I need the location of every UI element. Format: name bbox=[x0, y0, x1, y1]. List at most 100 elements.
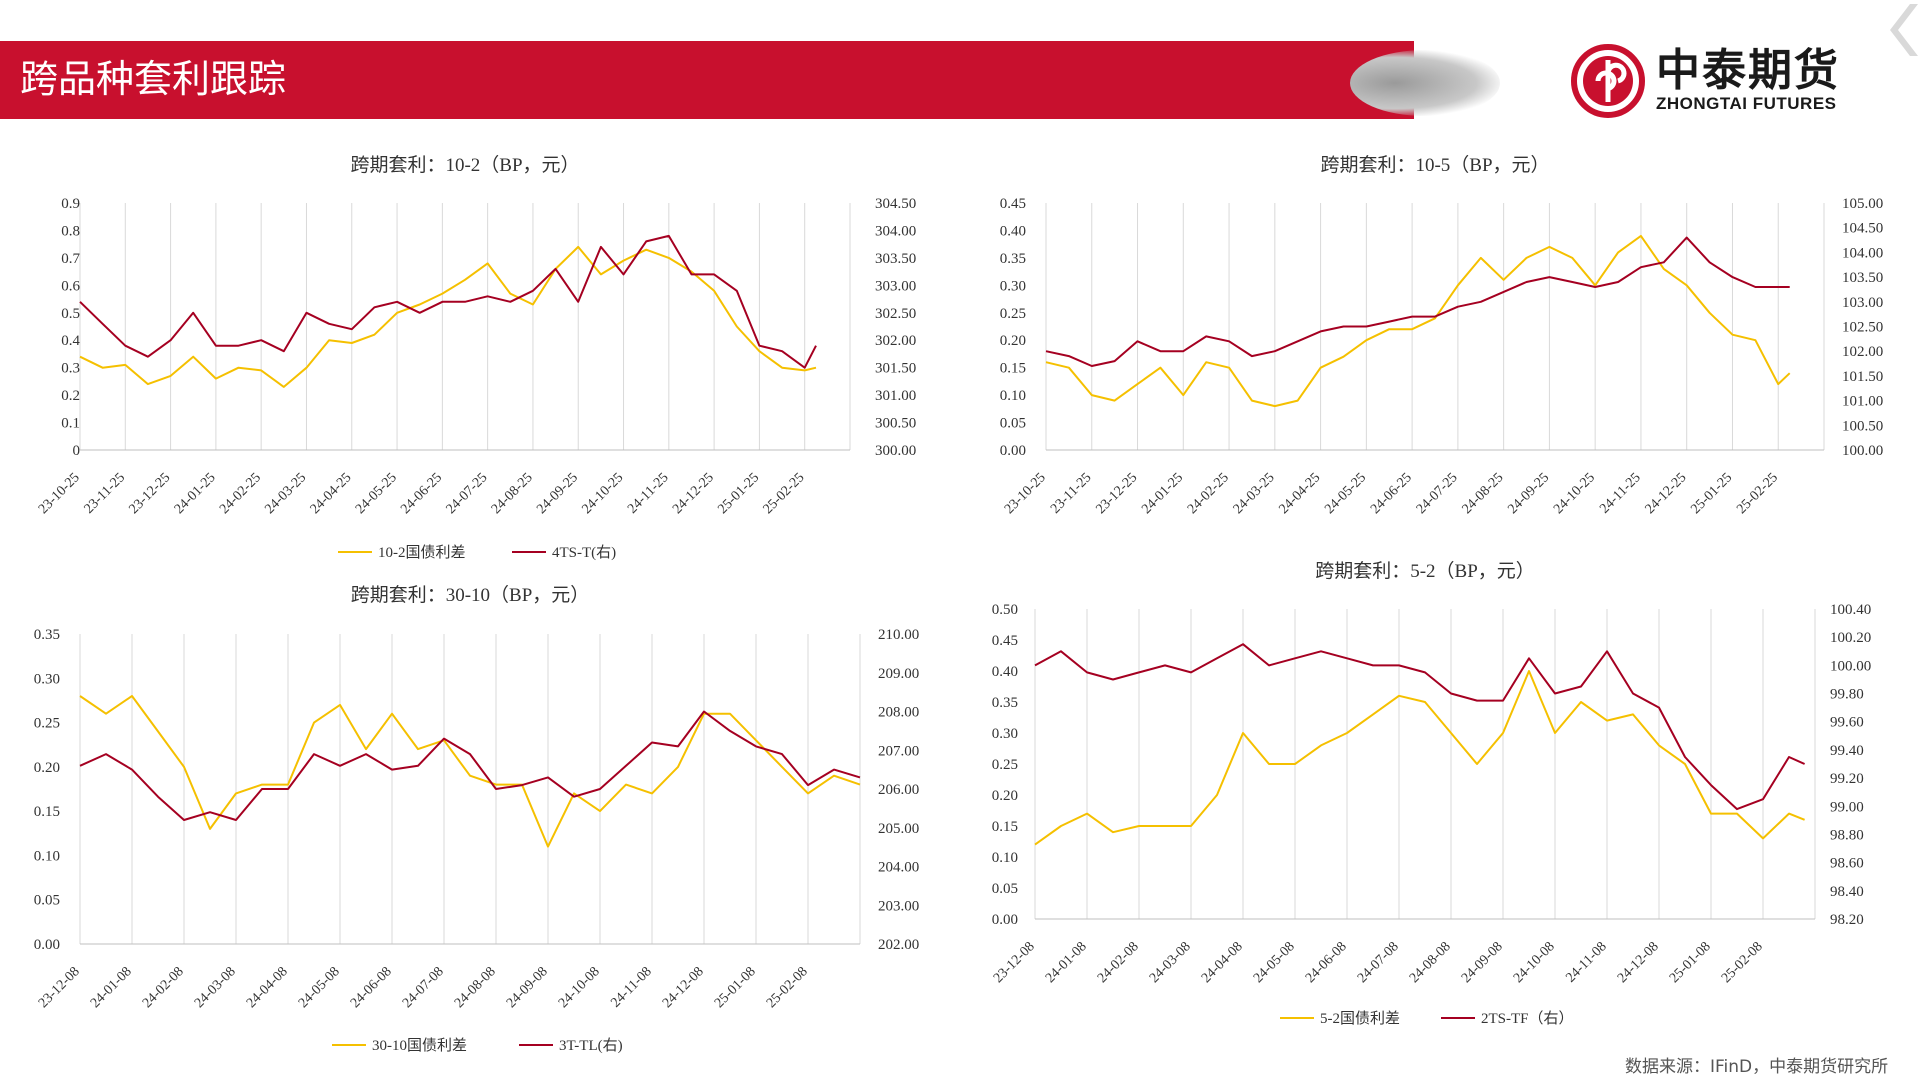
chart3-title: 跨期套利：30-10（BP，元） bbox=[351, 584, 590, 606]
chart4-y-right-tick: 98.80 bbox=[1830, 827, 1864, 843]
chart2-y-right-tick: 101.00 bbox=[1842, 394, 1883, 410]
chart1-series-1-line bbox=[79, 245, 817, 388]
chart1-y-right-tick: 303.00 bbox=[875, 278, 916, 294]
chart4-y-right-tick: 99.80 bbox=[1830, 687, 1864, 703]
chart1-y-left-tick: 0.3 bbox=[61, 361, 80, 377]
chart4-y-left-tick: 0.05 bbox=[992, 881, 1018, 897]
chart1-y-left-tick: 0.6 bbox=[61, 278, 80, 294]
chart1-y-right-tick: 304.50 bbox=[875, 196, 916, 212]
chart4-y-left-tick: 0.15 bbox=[992, 819, 1018, 835]
logo-text-en: ZHONGTAI FUTURES bbox=[1656, 94, 1837, 113]
chart1-x-tick: 24-01-25 bbox=[172, 470, 219, 517]
chart4-y-left-tick: 0.20 bbox=[992, 788, 1018, 804]
chart2-x-tick: 24-09-25 bbox=[1505, 470, 1552, 517]
chart1-y-right-tick: 301.50 bbox=[875, 361, 916, 377]
chart2-y-right-tick: 101.50 bbox=[1842, 369, 1883, 385]
chart3-x-tick: 24-09-08 bbox=[504, 964, 551, 1011]
company-logo: 中泰期货 ZHONGTAI FUTURES bbox=[1568, 42, 1868, 120]
chart3-legend-label-1: 30-10国债利差 bbox=[372, 1037, 467, 1054]
chart3-x-tick: 24-02-08 bbox=[140, 964, 187, 1011]
chart1-x-tick: 24-05-25 bbox=[353, 470, 400, 517]
chart1-x-tick: 23-12-25 bbox=[127, 470, 174, 517]
chart1-x-tick: 24-09-25 bbox=[534, 470, 581, 517]
chart4-title: 跨期套利：5-2（BP，元） bbox=[1315, 560, 1535, 582]
chart3-x-tick: 24-01-08 bbox=[88, 964, 135, 1011]
chart2-y-right-tick: 100.50 bbox=[1842, 418, 1883, 434]
chart4-x-tick: 23-12-08 bbox=[991, 939, 1038, 986]
chart3-x-tick: 24-07-08 bbox=[400, 964, 447, 1011]
chart4-y-right-tick: 100.40 bbox=[1830, 602, 1871, 618]
chart3-x-tick: 25-01-08 bbox=[712, 964, 759, 1011]
chart2-y-left-tick: 0.45 bbox=[1000, 196, 1026, 212]
chart3-y-left-tick: 0.00 bbox=[34, 937, 60, 953]
chart1-x-tick: 23-10-25 bbox=[36, 470, 83, 517]
chart2-x-tick: 24-06-25 bbox=[1368, 470, 1415, 517]
chart1-y-left-tick: 0.4 bbox=[61, 333, 80, 349]
chart4-y-left-tick: 0.50 bbox=[992, 602, 1018, 618]
chart2-x-tick: 24-11-25 bbox=[1597, 470, 1644, 517]
chart3-y-left-tick: 0.30 bbox=[34, 671, 60, 687]
chart4-y-right-tick: 98.20 bbox=[1830, 912, 1864, 928]
chart4-y-right-tick: 99.20 bbox=[1830, 771, 1864, 787]
chart1-x-tick: 24-10-25 bbox=[579, 470, 626, 517]
chart3-x-tick: 24-06-08 bbox=[348, 964, 395, 1011]
chart3-y-right-tick: 203.00 bbox=[878, 898, 919, 914]
chart1-y-right-tick: 302.50 bbox=[875, 306, 916, 322]
banner-shadow bbox=[1350, 50, 1500, 116]
chart4-y-right-tick: 98.40 bbox=[1830, 884, 1864, 900]
chart2-x-tick: 23-12-25 bbox=[1093, 470, 1140, 517]
chart1-x-tick: 24-07-25 bbox=[444, 470, 491, 517]
chart1-legend-label-2: 4TS-T(右) bbox=[552, 544, 616, 561]
chart2-y-right-tick: 100.00 bbox=[1842, 443, 1883, 459]
chart3-y-left-tick: 0.10 bbox=[34, 848, 60, 864]
chart4-x-tick: 24-07-08 bbox=[1355, 939, 1402, 986]
chart4-x-tick: 24-06-08 bbox=[1303, 939, 1350, 986]
chart4-y-right-tick: 99.40 bbox=[1830, 743, 1864, 759]
chart3-y-left-tick: 0.35 bbox=[34, 627, 60, 643]
chart2-series-2-line bbox=[1045, 236, 1790, 367]
chart2-y-left-tick: 0.30 bbox=[1000, 278, 1026, 294]
chart1-x-tick: 24-02-25 bbox=[217, 470, 264, 517]
chart2-x-tick: 24-05-25 bbox=[1322, 470, 1369, 517]
chart4-y-right-tick: 98.60 bbox=[1830, 856, 1864, 872]
chart4-x-tick: 24-01-08 bbox=[1043, 939, 1090, 986]
chart4-y-right-tick: 100.20 bbox=[1830, 630, 1871, 646]
chart3-x-tick: 24-10-08 bbox=[556, 964, 603, 1011]
chart2-y-left-tick: 0.35 bbox=[1000, 251, 1026, 267]
chart2-x-tick: 24-10-25 bbox=[1551, 470, 1598, 517]
chart4-y-right-tick: 99.60 bbox=[1830, 715, 1864, 731]
chart1-y-right-tick: 301.00 bbox=[875, 388, 916, 404]
chart4-y-left-tick: 0.45 bbox=[992, 633, 1018, 649]
chart3-y-right-tick: 207.00 bbox=[878, 743, 919, 759]
chart4-x-tick: 24-04-08 bbox=[1199, 939, 1246, 986]
chart3-x-tick: 24-03-08 bbox=[192, 964, 239, 1011]
chart3-series-1-line bbox=[79, 695, 861, 848]
chart4-legend-label-1: 5-2国债利差 bbox=[1320, 1010, 1400, 1027]
chart2-y-right-tick: 103.50 bbox=[1842, 270, 1883, 286]
chart4-x-tick: 25-01-08 bbox=[1667, 939, 1714, 986]
chart4-x-tick: 24-08-08 bbox=[1407, 939, 1454, 986]
logo-text-cn: 中泰期货 bbox=[1656, 45, 1840, 96]
chart2-y-right-tick: 104.50 bbox=[1842, 221, 1883, 237]
logo-mark-icon bbox=[1571, 44, 1645, 118]
chart1-x-tick: 24-03-25 bbox=[262, 470, 309, 517]
chart2-y-left-tick: 0.40 bbox=[1000, 223, 1026, 239]
chart2-y-right-tick: 102.50 bbox=[1842, 320, 1883, 336]
chart1-y-right-tick: 303.50 bbox=[875, 251, 916, 267]
chart1-y-left-tick: 0.5 bbox=[61, 306, 80, 322]
chart2-y-right-tick: 103.00 bbox=[1842, 295, 1883, 311]
chart1-y-left-tick: 0 bbox=[73, 443, 81, 459]
chart4-x-tick: 24-11-08 bbox=[1563, 939, 1610, 986]
chart4-y-left-tick: 0.10 bbox=[992, 850, 1018, 866]
chart2-y-left-tick: 0.25 bbox=[1000, 306, 1026, 322]
chart3-x-tick: 25-02-08 bbox=[764, 964, 811, 1011]
chart2-x-tick: 24-07-25 bbox=[1414, 470, 1461, 517]
chart4-x-tick: 24-02-08 bbox=[1095, 939, 1142, 986]
chart3-x-tick: 24-08-08 bbox=[452, 964, 499, 1011]
chart4-x-tick: 24-03-08 bbox=[1147, 939, 1194, 986]
chart1-y-right-tick: 300.00 bbox=[875, 443, 916, 459]
chart1-y-left-tick: 0.7 bbox=[61, 251, 80, 267]
chart4-y-right-tick: 100.00 bbox=[1830, 658, 1871, 674]
chart1-y-left-tick: 0.2 bbox=[61, 388, 80, 404]
chart2-series-1-line bbox=[1045, 234, 1791, 408]
